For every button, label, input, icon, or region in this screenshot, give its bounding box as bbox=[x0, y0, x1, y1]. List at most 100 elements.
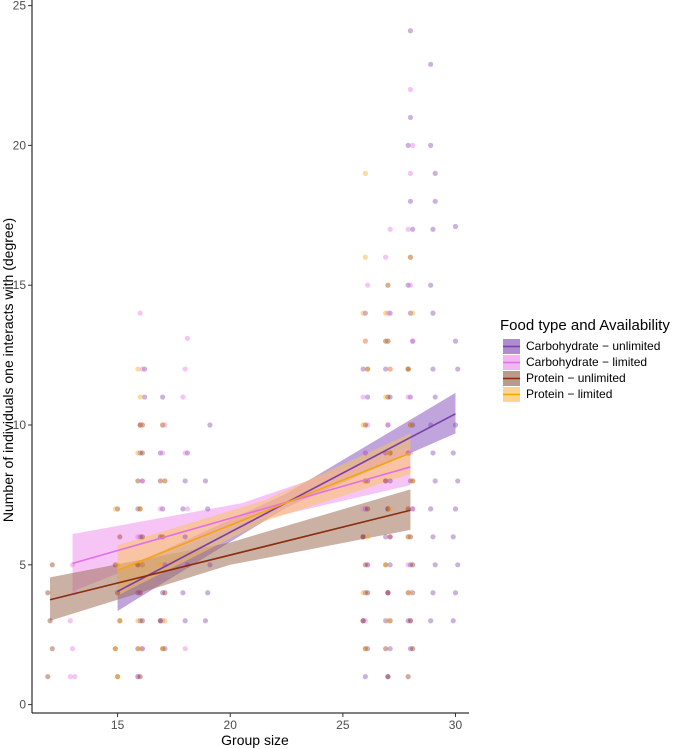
y-tick-label-3: 15 bbox=[13, 278, 27, 292]
point-carbohydrate-unlimited-103 bbox=[455, 478, 461, 484]
point-protein-unlimited-1 bbox=[49, 646, 55, 652]
point-protein-unlimited-2 bbox=[47, 618, 53, 624]
point-carbohydrate-unlimited-54 bbox=[387, 478, 393, 484]
point-carbohydrate-limited-49 bbox=[405, 226, 411, 232]
point-carbohydrate-unlimited-2 bbox=[137, 618, 143, 624]
y-tick-label-0: 0 bbox=[19, 698, 26, 712]
point-carbohydrate-limited-2 bbox=[69, 646, 76, 652]
point-carbohydrate-limited-18 bbox=[162, 422, 168, 428]
point-protein-unlimited-36 bbox=[385, 674, 391, 680]
point-carbohydrate-unlimited-84 bbox=[432, 562, 438, 568]
point-carbohydrate-limited-29 bbox=[362, 450, 368, 456]
fit-lines bbox=[49, 413, 456, 601]
point-protein-unlimited-23 bbox=[157, 618, 163, 624]
point-protein-unlimited-49 bbox=[407, 618, 414, 624]
point-carbohydrate-unlimited-101 bbox=[450, 534, 456, 540]
point-protein-unlimited-7 bbox=[117, 618, 123, 624]
point-protein-limited-17 bbox=[162, 478, 168, 484]
point-carbohydrate-unlimited-1 bbox=[139, 646, 145, 652]
point-protein-limited-40 bbox=[410, 478, 416, 484]
point-protein-unlimited-22 bbox=[160, 646, 166, 652]
point-carbohydrate-unlimited-78 bbox=[407, 198, 414, 204]
point-carbohydrate-unlimited-52 bbox=[383, 534, 389, 540]
point-carbohydrate-unlimited-82 bbox=[428, 618, 434, 624]
point-protein-unlimited-24 bbox=[162, 590, 168, 596]
point-carbohydrate-unlimited-100 bbox=[455, 562, 461, 568]
point-carbohydrate-unlimited-81 bbox=[407, 28, 414, 34]
point-carbohydrate-limited-8 bbox=[137, 590, 143, 596]
point-carbohydrate-unlimited-12 bbox=[162, 646, 168, 652]
point-carbohydrate-unlimited-28 bbox=[184, 450, 191, 456]
fit-line-protein-limited bbox=[117, 452, 411, 572]
point-protein-limited-41 bbox=[407, 422, 414, 428]
point-protein-limited-34 bbox=[387, 366, 393, 372]
point-protein-unlimited-18 bbox=[137, 506, 143, 512]
point-carbohydrate-limited-33 bbox=[365, 282, 371, 288]
point-protein-unlimited-37 bbox=[383, 646, 389, 652]
point-protein-limited-9 bbox=[135, 450, 141, 456]
point-carbohydrate-limited-35 bbox=[387, 534, 393, 540]
data-points bbox=[45, 28, 461, 680]
point-carbohydrate-unlimited-32 bbox=[205, 506, 211, 512]
legend: Food type and Availability Carbohydrate … bbox=[500, 317, 670, 402]
point-carbohydrate-unlimited-50 bbox=[385, 590, 391, 596]
y-tick-label-4: 20 bbox=[13, 138, 27, 152]
point-carbohydrate-unlimited-46 bbox=[362, 310, 368, 316]
point-protein-limited-39 bbox=[405, 534, 411, 540]
point-carbohydrate-unlimited-26 bbox=[180, 506, 186, 512]
point-carbohydrate-unlimited-47 bbox=[385, 674, 391, 680]
point-carbohydrate-unlimited-95 bbox=[432, 198, 438, 204]
point-carbohydrate-unlimited-74 bbox=[407, 310, 414, 316]
point-protein-limited-33 bbox=[383, 394, 389, 400]
point-carbohydrate-unlimited-61 bbox=[385, 282, 391, 288]
point-carbohydrate-unlimited-96 bbox=[428, 142, 434, 148]
point-protein-unlimited-28 bbox=[360, 618, 366, 624]
point-carbohydrate-unlimited-68 bbox=[407, 478, 414, 484]
point-protein-unlimited-21 bbox=[137, 422, 143, 428]
point-protein-limited-30 bbox=[383, 562, 389, 568]
point-carbohydrate-unlimited-18 bbox=[162, 478, 168, 484]
point-carbohydrate-unlimited-63 bbox=[405, 618, 411, 624]
fit-line-carbohydrate-limited bbox=[72, 466, 411, 565]
point-carbohydrate-limited-48 bbox=[407, 282, 414, 288]
point-carbohydrate-unlimited-22 bbox=[182, 618, 188, 624]
point-carbohydrate-unlimited-60 bbox=[387, 310, 393, 316]
point-protein-unlimited-4 bbox=[49, 562, 55, 568]
point-carbohydrate-unlimited-56 bbox=[385, 422, 391, 428]
point-carbohydrate-unlimited-70 bbox=[410, 422, 416, 428]
point-carbohydrate-unlimited-0 bbox=[135, 674, 141, 680]
point-protein-unlimited-31 bbox=[360, 534, 366, 540]
point-carbohydrate-limited-1 bbox=[72, 674, 78, 680]
point-protein-limited-10 bbox=[139, 422, 145, 428]
point-protein-limited-18 bbox=[160, 422, 166, 428]
point-carbohydrate-limited-46 bbox=[405, 394, 411, 400]
point-carbohydrate-unlimited-66 bbox=[405, 534, 411, 540]
y-tick-label-2: 10 bbox=[13, 418, 27, 432]
point-carbohydrate-unlimited-105 bbox=[452, 422, 459, 428]
point-carbohydrate-unlimited-98 bbox=[450, 618, 456, 624]
point-carbohydrate-unlimited-21 bbox=[160, 394, 166, 400]
point-carbohydrate-unlimited-91 bbox=[430, 366, 436, 372]
point-carbohydrate-unlimited-83 bbox=[430, 590, 436, 596]
point-protein-unlimited-5 bbox=[114, 674, 121, 680]
point-carbohydrate-unlimited-38 bbox=[362, 590, 368, 596]
point-protein-limited-3 bbox=[114, 562, 121, 568]
y-tick-label-5: 25 bbox=[13, 0, 27, 13]
point-carbohydrate-limited-25 bbox=[184, 335, 191, 341]
point-protein-limited-23 bbox=[360, 422, 366, 428]
point-carbohydrate-limited-12 bbox=[139, 366, 145, 372]
point-protein-unlimited-19 bbox=[135, 478, 141, 484]
point-carbohydrate-unlimited-94 bbox=[430, 226, 436, 232]
point-carbohydrate-limited-21 bbox=[184, 506, 191, 512]
point-protein-limited-28 bbox=[362, 170, 368, 176]
point-carbohydrate-unlimited-10 bbox=[142, 394, 148, 400]
point-carbohydrate-unlimited-34 bbox=[207, 422, 213, 428]
point-protein-unlimited-38 bbox=[387, 618, 393, 624]
point-protein-limited-5 bbox=[137, 646, 143, 652]
point-protein-unlimited-52 bbox=[407, 534, 414, 540]
point-carbohydrate-unlimited-72 bbox=[405, 366, 411, 372]
point-carbohydrate-unlimited-59 bbox=[385, 338, 391, 344]
point-carbohydrate-limited-13 bbox=[137, 310, 143, 316]
point-protein-unlimited-47 bbox=[405, 674, 411, 680]
